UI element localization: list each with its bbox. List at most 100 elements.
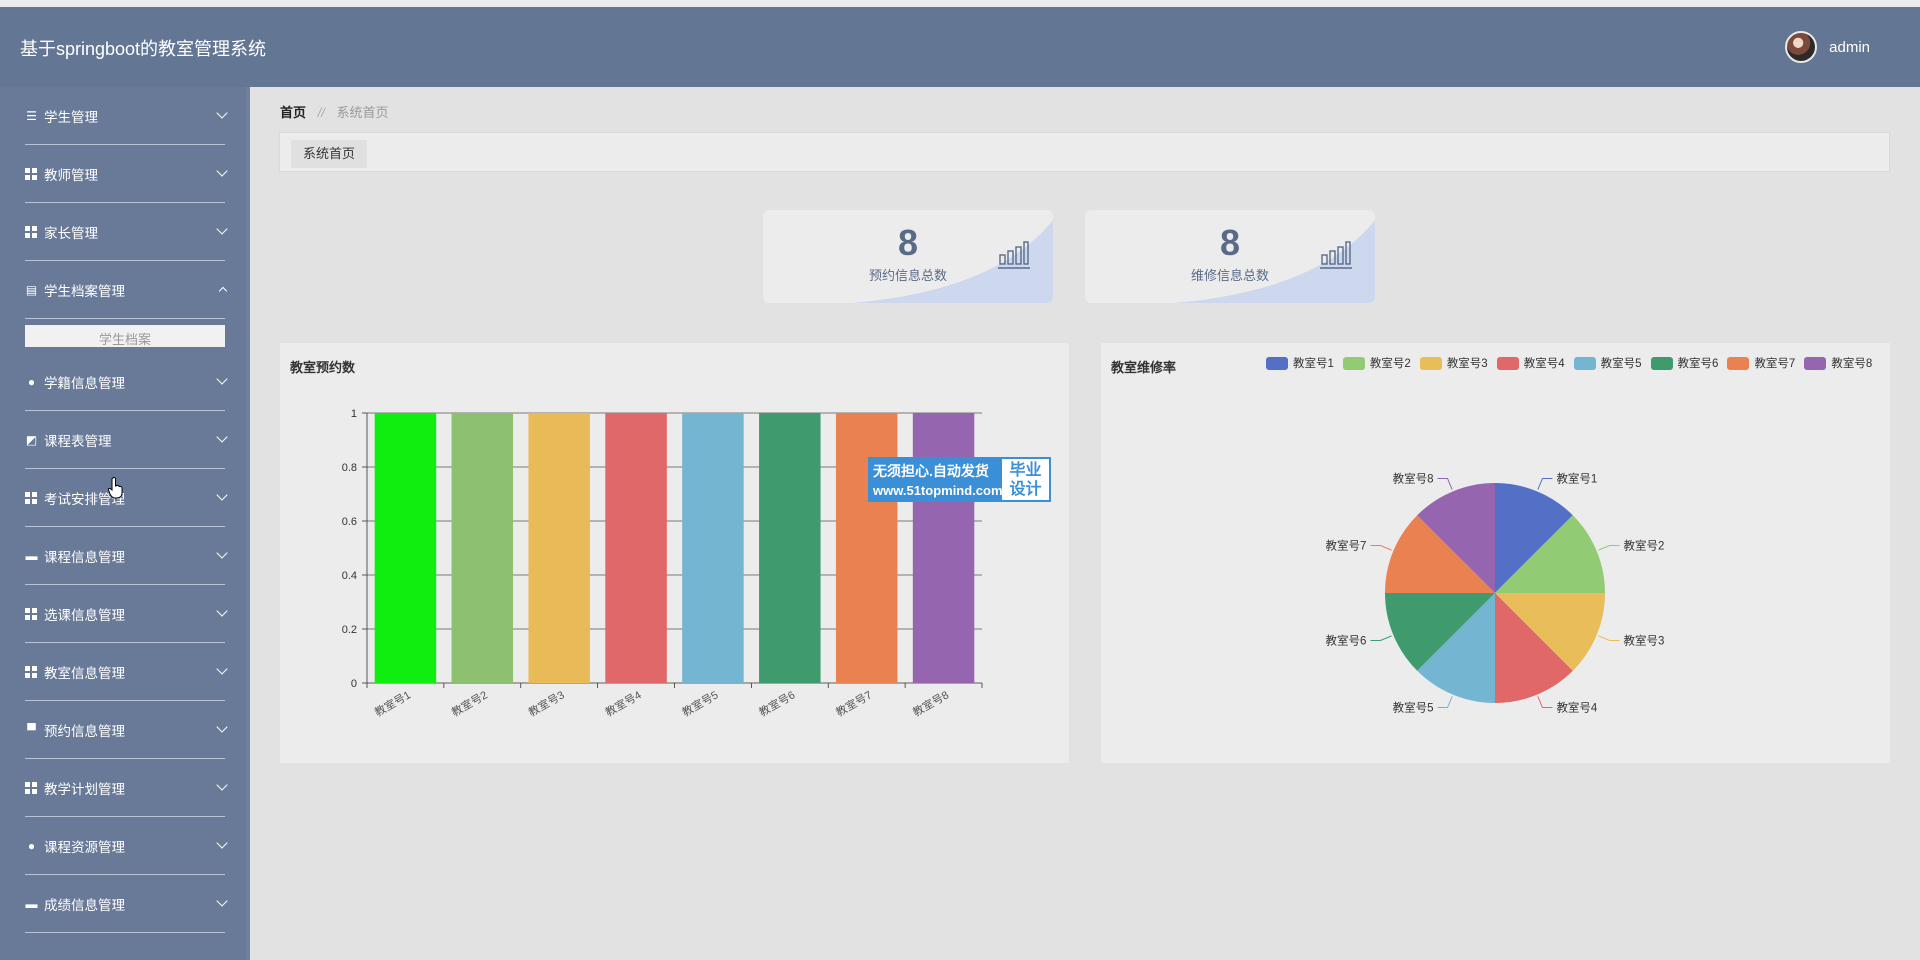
- sidebar-menu: ☰ 学生管理 教师管理家长管理 ▤ 学生档案管理学生档案 ● 学籍信息管理 ◩ 课程表管理 考试安…: [0, 87, 250, 933]
- breadcrumb-home[interactable]: 首页: [280, 105, 306, 120]
- pie-label: 教室号1: [1556, 471, 1597, 485]
- chevron-down-icon: [216, 431, 227, 442]
- chevron-down-icon: [216, 721, 227, 732]
- legend-swatch: [1343, 357, 1365, 370]
- sidebar-item-label: 成绩信息管理: [44, 894, 125, 914]
- pie-leader-line: [1370, 546, 1391, 551]
- sidebar-item[interactable]: ☰ 学生管理: [0, 87, 250, 145]
- sidebar-item-label: 家长管理: [44, 222, 98, 242]
- pie-leader-line: [1538, 696, 1553, 707]
- bar-chart-panel: 教室预约数 0 0.2 0.4 0.6 0.8 1 教室号1 教室号2 教室号3 教室号4 教室号5…: [280, 343, 1069, 763]
- pie-label: 教室号8: [1393, 471, 1434, 485]
- legend-swatch: [1266, 357, 1288, 370]
- chevron-up-icon: [219, 287, 227, 295]
- legend-item[interactable]: 教室号1: [1266, 355, 1334, 371]
- legend-item[interactable]: 教室号3: [1420, 355, 1488, 371]
- legend-item[interactable]: 教室号7: [1727, 355, 1795, 371]
- breadcrumb: 首页 // 系统首页: [280, 102, 389, 121]
- x-tick-label: 教室号8: [910, 687, 951, 719]
- pie-leader-line: [1538, 478, 1553, 489]
- sidebar-item[interactable]: 考试安排管理: [0, 469, 250, 527]
- legend-item[interactable]: 教室号8: [1804, 355, 1872, 371]
- legend-swatch: [1727, 357, 1749, 370]
- legend-item[interactable]: 教室号5: [1574, 355, 1642, 371]
- top-strip: [0, 0, 1920, 7]
- sidebar-item-label: 学生档案管理: [44, 280, 125, 300]
- x-tick-label: 教室号3: [526, 687, 567, 719]
- chevron-down-icon: [216, 107, 227, 118]
- sidebar-item[interactable]: ◩ 课程表管理: [0, 411, 250, 469]
- hand-cursor-icon: [108, 477, 124, 499]
- bar-chart-icon: [1320, 240, 1352, 270]
- sidebar-item[interactable]: 家长管理: [0, 203, 250, 261]
- sidebar-item[interactable]: 教师管理: [0, 145, 250, 203]
- chevron-down-icon: [216, 373, 227, 384]
- sidebar-item-label: 课程资源管理: [44, 836, 125, 856]
- legend-item[interactable]: 教室号4: [1497, 355, 1565, 371]
- chevron-down-icon: [216, 165, 227, 176]
- user-menu[interactable]: admin: [1785, 31, 1870, 63]
- legend-label: 教室号8: [1831, 355, 1872, 371]
- watermark-badge: 无须担心.自动发货 www.51topmind.com 毕业 设计: [868, 457, 1051, 502]
- grid-icon: [25, 168, 37, 180]
- chat-icon: ▬: [25, 898, 38, 911]
- chevron-down-icon: [216, 663, 227, 674]
- chevron-down-icon: [216, 837, 227, 848]
- x-tick-label: 教室号7: [833, 687, 874, 719]
- sidebar-item-label: 预约信息管理: [44, 720, 125, 740]
- bar: [528, 413, 590, 683]
- sidebar-item-label: 选课信息管理: [44, 604, 125, 624]
- legend-label: 教室号2: [1370, 355, 1411, 371]
- legend-label: 教室号1: [1293, 355, 1334, 371]
- bar: [682, 413, 744, 683]
- legend-label: 教室号5: [1601, 355, 1642, 371]
- sidebar-item[interactable]: ▀ 预约信息管理: [0, 701, 250, 759]
- app-title: 基于springboot的教室管理系统: [20, 35, 266, 61]
- sidebar-item-label: 学籍信息管理: [44, 372, 125, 392]
- sidebar-item[interactable]: 教室信息管理: [0, 643, 250, 701]
- sidebar-item[interactable]: ▤ 学生档案管理: [0, 261, 250, 319]
- pie-label: 教室号2: [1624, 539, 1665, 553]
- watermark-right1: 毕业: [1002, 461, 1049, 480]
- sidebar-item[interactable]: ▬ 成绩信息管理: [0, 875, 250, 933]
- legend-swatch: [1651, 357, 1673, 370]
- bar: [913, 413, 975, 683]
- grid-icon: [25, 666, 37, 678]
- pie-label: 教室号4: [1556, 701, 1597, 715]
- legend-item[interactable]: 教室号6: [1651, 355, 1719, 371]
- pie-label: 教室号7: [1326, 539, 1367, 553]
- grid-icon: [25, 492, 37, 504]
- legend-label: 教室号3: [1447, 355, 1488, 371]
- chevron-down-icon: [216, 605, 227, 616]
- pie-chart-panel: 教室维修率 教室号1 教室号2 教室号3 教室号4 教室号5 教室号6 教室号7 教室号8 教…: [1101, 343, 1890, 763]
- y-tick-label: 0.4: [342, 570, 357, 582]
- breadcrumb-current: 系统首页: [337, 105, 389, 120]
- sidebar-item[interactable]: ● 学籍信息管理: [0, 353, 250, 411]
- legend-label: 教室号4: [1524, 355, 1565, 371]
- submenu-item[interactable]: 学生档案: [25, 325, 225, 347]
- chevron-down-icon: [216, 489, 227, 500]
- bar: [836, 413, 898, 683]
- sidebar-item[interactable]: ▬ 课程信息管理: [0, 527, 250, 585]
- avatar[interactable]: [1785, 31, 1817, 63]
- sidebar-item-label: 教室信息管理: [44, 662, 125, 682]
- sidebar-item-label: 教学计划管理: [44, 778, 125, 798]
- bar: [759, 413, 821, 683]
- pie-label: 教室号5: [1393, 701, 1434, 715]
- bar-chart: 00.20.40.60.81教室号1 教室号2 教室号3 教室号4 教室号5 教室号6 教室…: [280, 343, 1069, 763]
- legend-swatch: [1804, 357, 1826, 370]
- pie-chart: 教室号1 教室号2 教室号3 教室号4 教室号5 教室号6 教室号7 教室号8: [1101, 343, 1890, 763]
- sidebar-item-label: 学生管理: [44, 106, 98, 126]
- legend-item[interactable]: 教室号2: [1343, 355, 1411, 371]
- pie-leader-line: [1438, 696, 1453, 707]
- sidebar-scrollbar[interactable]: [246, 87, 250, 960]
- pie-leader-line: [1370, 636, 1391, 641]
- pie-chart-title: 教室维修率: [1111, 357, 1176, 376]
- sidebar-item[interactable]: 教学计划管理: [0, 759, 250, 817]
- sidebar-item[interactable]: 选课信息管理: [0, 585, 250, 643]
- username[interactable]: admin: [1829, 39, 1870, 56]
- stat-card-repairs: 8 维修信息总数: [1085, 210, 1375, 303]
- y-tick-label: 0: [351, 678, 357, 690]
- tab-dashboard[interactable]: 系统首页: [291, 140, 367, 168]
- sidebar-item[interactable]: ● 课程资源管理: [0, 817, 250, 875]
